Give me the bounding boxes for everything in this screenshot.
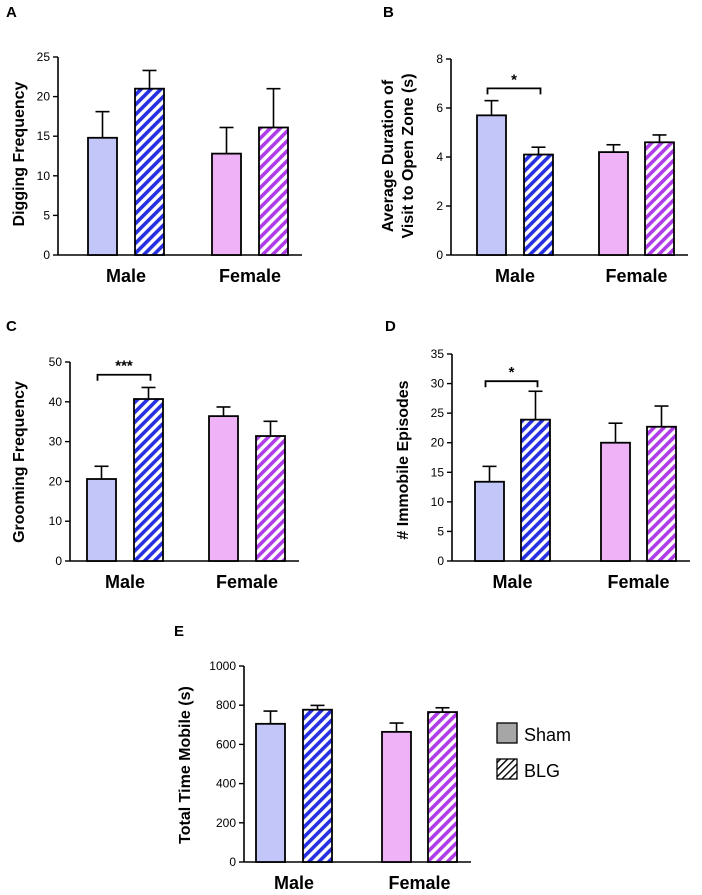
x-category-label: Female [216,572,278,592]
legend-swatch-blg [496,758,518,780]
bar-female-sham [211,152,242,256]
y-tick-label: 0 [55,554,62,568]
y-tick-label: 2 [436,199,443,213]
x-category-label: Male [492,572,532,592]
y-tick-label: 25 [431,406,445,420]
bar-male-sham [474,480,505,562]
y-tick-label: 600 [216,737,236,751]
y-tick-label: 0 [43,248,50,262]
panel-label-a: A [6,4,17,21]
y-axis-title-b-line2: Visit to Open Zone (s) [400,73,417,238]
y-tick-label: 1000 [209,659,236,673]
bar-male-blg [302,708,333,863]
bar-female-sham [381,730,412,863]
legend-swatch-sham [496,722,518,744]
x-category-label: Female [605,266,667,286]
bar-male-blg [133,398,164,562]
bar-male-sham [87,136,118,256]
y-tick-label: 20 [37,90,51,104]
y-axis-title-b-line1: Average Duration of [380,79,397,232]
bar-male-sham [86,478,117,562]
chart-immobile-episodes: 0 5 10 15 20 25 30 35 Male Female * [431,347,690,592]
y-tick-label: 400 [216,777,236,791]
bar-male-blg [134,87,165,256]
chart-grooming-frequency: 0 10 20 30 40 50 Male Female *** [49,355,299,592]
significance-label: * [511,71,517,88]
x-category-label: Male [105,572,145,592]
legend-label-blg: BLG [524,761,560,781]
y-tick-label: 800 [216,698,236,712]
y-tick-label: 8 [436,52,443,66]
y-tick-label: 15 [431,465,445,479]
bar-female-blg [644,141,675,256]
x-category-label: Male [106,266,146,286]
legend-label-sham: Sham [524,725,571,745]
legend: Sham BLG [496,722,571,781]
y-tick-label: 0 [436,248,443,262]
y-tick-label: 0 [437,554,444,568]
y-axis-title-a: Digging Frequency [11,81,28,226]
panel-label-e: E [174,623,184,640]
y-tick-label: 35 [431,347,445,361]
x-category-label: Male [274,873,314,893]
y-tick-label: 10 [49,514,63,528]
y-axis-title-d: # Immobile Episodes [395,380,412,539]
bar-female-blg [255,435,286,562]
y-tick-label: 6 [436,101,443,115]
y-tick-label: 50 [49,355,63,369]
significance-label: * [509,364,515,381]
bar-male-blg [520,418,551,562]
y-tick-label: 10 [37,169,51,183]
chart-open-zone-duration: 0 2 4 6 8 Male Female * [436,52,688,286]
y-tick-label: 10 [431,495,445,509]
y-tick-label: 30 [431,377,445,391]
significance-bracket [484,380,539,388]
panel-label-b: B [383,4,394,21]
chart-total-time-mobile: 0 200 400 600 800 1000 Male Female [209,659,471,893]
x-category-label: Female [388,873,450,893]
bar-female-blg [258,126,289,256]
panel-label-d: D [385,318,396,335]
y-axis-title-c: Grooming Frequency [11,381,28,543]
panel-label-c: C [6,318,17,335]
y-axis-title-e: Total Time Mobile (s) [177,686,194,844]
y-tick-label: 0 [229,855,236,869]
bar-male-sham [476,114,507,256]
chart-digging-frequency: 0 5 10 15 20 25 Male Female [37,50,302,286]
x-category-label: Female [219,266,281,286]
bar-male-blg [523,153,554,256]
bar-female-blg [427,711,458,863]
y-tick-label: 200 [216,816,236,830]
bar-female-sham [600,441,631,562]
y-tick-label: 30 [49,435,63,449]
bar-male-sham [255,722,286,863]
bar-female-sham [208,415,239,562]
x-category-label: Female [607,572,669,592]
y-tick-label: 15 [37,129,51,143]
y-tick-label: 4 [436,150,443,164]
significance-bracket [96,373,152,381]
y-tick-label: 20 [49,474,63,488]
bar-female-blg [646,425,677,562]
significance-label: *** [115,358,133,375]
y-tick-label: 25 [37,50,51,64]
x-category-label: Male [495,266,535,286]
y-tick-label: 5 [437,524,444,538]
y-tick-label: 40 [49,395,63,409]
significance-bracket [486,87,542,95]
bar-female-sham [598,151,629,256]
y-tick-label: 5 [43,208,50,222]
y-tick-label: 20 [431,436,445,450]
